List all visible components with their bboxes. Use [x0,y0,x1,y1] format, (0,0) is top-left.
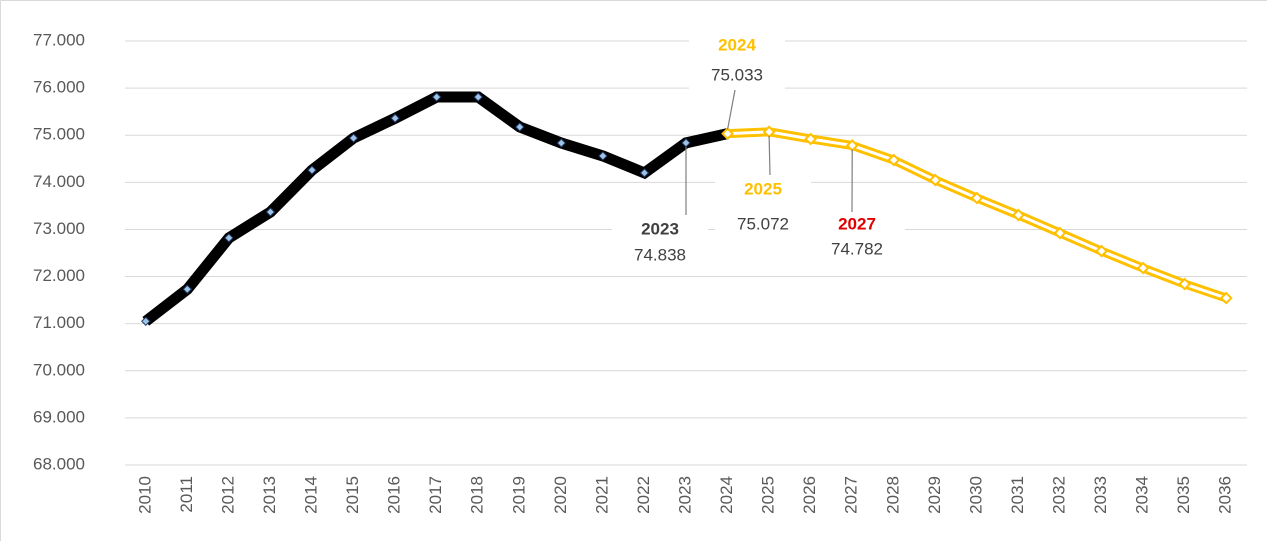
x-tick-label: 2023 [675,476,694,514]
point-marker [598,151,608,161]
annotation-year: 2023 [641,219,679,238]
point-marker [390,113,400,123]
point-marker [887,153,901,167]
x-tick-label: 2026 [800,476,819,514]
x-tick-label: 2020 [551,476,570,514]
x-tick-label: 2015 [343,476,362,514]
annotation-year: 2024 [718,35,756,54]
x-tick-label: 2036 [1216,476,1235,514]
point-marker [556,138,567,148]
x-tick-label: 2029 [925,476,944,514]
y-tick-label: 76.000 [33,78,85,97]
x-tick-label: 2011 [177,476,196,513]
annotation-value: 75.033 [711,65,763,84]
point-marker [1012,208,1025,222]
y-tick-label: 74.000 [33,172,85,191]
x-tick-label: 2030 [966,476,985,514]
point-marker [928,173,942,187]
annotation-year: 2027 [838,214,876,233]
x-tick-label: 2024 [717,476,736,514]
x-tick-label: 2035 [1174,476,1193,514]
x-tick-label: 2034 [1133,476,1152,514]
point-marker [1136,261,1150,275]
annotation-value: 74.838 [634,245,686,264]
point-marker [1095,244,1108,258]
point-marker [182,284,193,294]
x-tick-label: 2027 [842,476,861,514]
y-tick-label: 70.000 [33,360,85,379]
x-tick-label: 2031 [1008,476,1027,514]
x-tick-label: 2032 [1049,476,1068,514]
point-marker [515,122,525,132]
x-tick-label: 2018 [468,476,487,514]
x-tick-label: 2016 [385,476,404,514]
y-tick-label: 73.000 [33,219,85,238]
y-tick-label: 69.000 [33,407,85,426]
y-tick-label: 77.000 [33,30,85,49]
annotation-box [689,33,785,91]
y-tick-label: 71.000 [33,313,85,332]
x-tick-label: 2013 [260,476,279,514]
annotation-year: 2025 [744,179,782,198]
point-marker [970,191,984,205]
leader-line [768,135,771,176]
point-marker [1178,277,1192,291]
x-tick-label: 2022 [634,476,653,514]
annotation-box [809,212,905,265]
x-tick-label: 2010 [135,476,154,514]
point-marker [639,168,650,178]
annotation-value: 74.782 [831,239,883,258]
x-tick-label: 2033 [1091,476,1110,514]
x-tick-label: 2028 [883,476,902,514]
annotation-box [612,217,708,271]
x-tick-label: 2014 [301,476,320,514]
annotation-box [715,177,811,240]
x-tick-label: 2025 [759,476,778,514]
y-tick-label: 72.000 [33,266,85,285]
point-marker [721,127,734,141]
point-marker [1219,291,1233,305]
point-marker [224,233,234,243]
point-marker [804,132,818,146]
x-tick-label: 2021 [592,476,611,514]
point-marker [473,92,483,102]
annotation-value: 75.072 [737,214,789,233]
y-tick-label: 68.000 [33,454,85,473]
x-tick-label: 2019 [509,476,528,514]
x-tick-label: 2012 [218,476,237,514]
y-tick-label: 75.000 [33,125,85,144]
point-marker [141,316,151,327]
point-marker [307,165,317,175]
point-marker [681,138,691,148]
point-marker [431,92,442,102]
x-tick-label: 2017 [426,476,445,514]
leader-line [726,89,736,130]
point-marker [265,207,276,217]
point-marker [348,133,359,143]
point-marker [1053,226,1067,240]
